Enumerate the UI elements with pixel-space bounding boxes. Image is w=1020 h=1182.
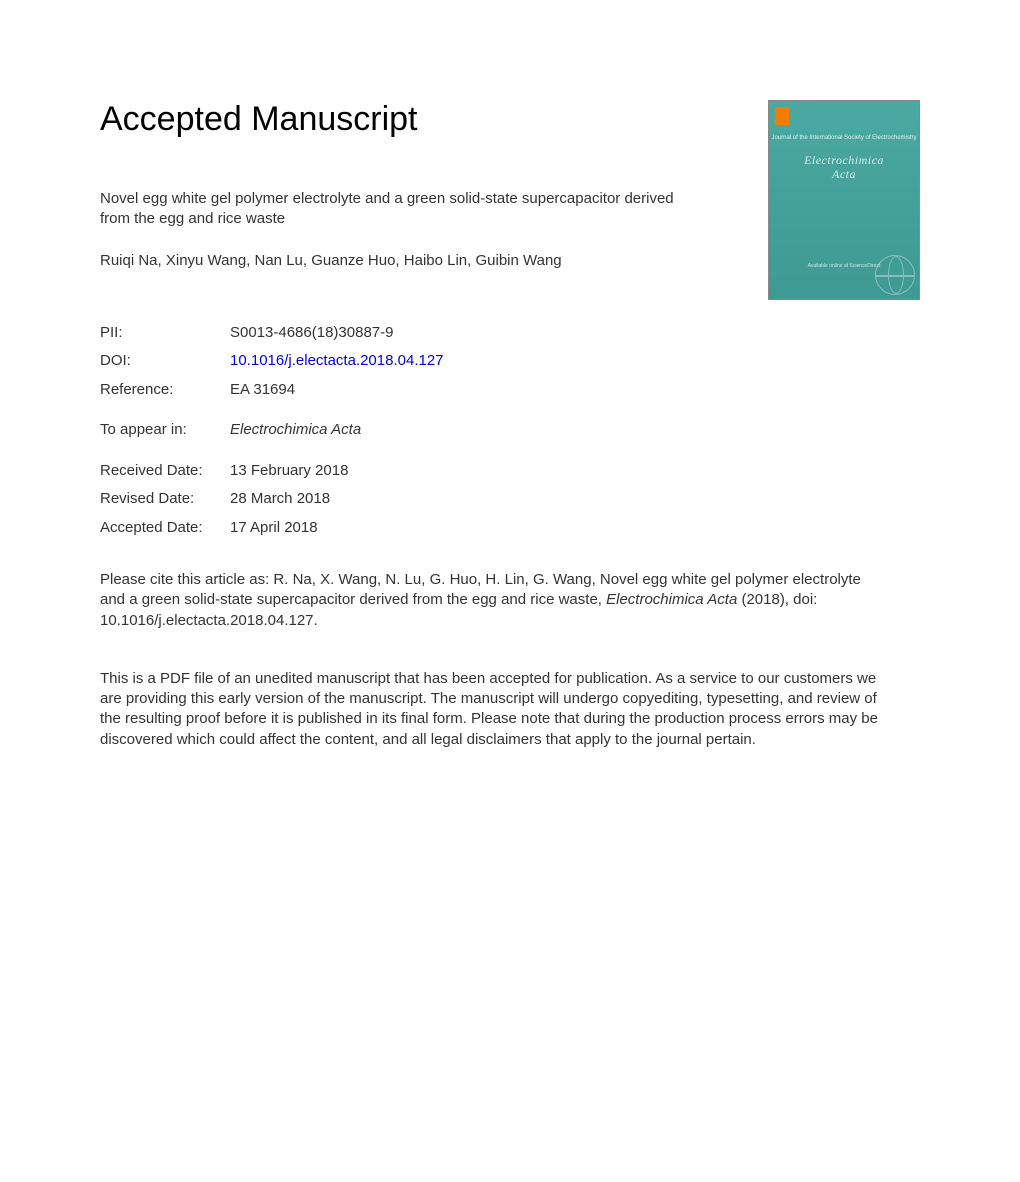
citation-journal: Electrochimica Acta (606, 591, 737, 608)
pii-value: S0013-4686(18)30887-9 (230, 319, 393, 348)
revised-value: 28 March 2018 (230, 485, 330, 514)
metadata-table: PII: S0013-4686(18)30887-9 DOI: 10.1016/… (100, 319, 920, 543)
reference-label: Reference: (100, 376, 230, 405)
reference-value: EA 31694 (230, 376, 295, 405)
doi-link[interactable]: 10.1016/j.electacta.2018.04.127 (230, 352, 444, 369)
meta-row-accepted: Accepted Date: 17 April 2018 (100, 514, 920, 543)
elsevier-logo-icon (775, 107, 789, 125)
manuscript-page: Accepted Manuscript Novel egg white gel … (0, 0, 1020, 750)
meta-row-appear: To appear in: Electrochimica Acta (100, 416, 920, 445)
cover-journal-line2: Acta (832, 167, 856, 181)
accepted-label: Accepted Date: (100, 514, 230, 543)
pii-label: PII: (100, 319, 230, 348)
appear-value: Electrochimica Acta (230, 416, 361, 445)
cover-subtitle: Journal of the International Society of … (769, 135, 919, 141)
journal-cover-thumbnail: Journal of the International Society of … (768, 100, 920, 300)
received-label: Received Date: (100, 457, 230, 486)
doi-label: DOI: (100, 347, 230, 376)
header-row: Accepted Manuscript Novel egg white gel … (100, 100, 920, 309)
appear-label: To appear in: (100, 416, 230, 445)
cover-journal-line1: Electrochimica (804, 153, 884, 167)
disclaimer-text: This is a PDF file of an unedited manusc… (100, 669, 900, 750)
article-title: Novel egg white gel polymer electrolyte … (100, 189, 700, 230)
meta-row-pii: PII: S0013-4686(18)30887-9 (100, 319, 920, 348)
cover-journal-name: Electrochimica Acta (769, 153, 919, 182)
meta-row-revised: Revised Date: 28 March 2018 (100, 485, 920, 514)
author-list: Ruiqi Na, Xinyu Wang, Nan Lu, Guanze Huo… (100, 252, 738, 269)
title-block: Accepted Manuscript Novel egg white gel … (100, 100, 738, 309)
revised-label: Revised Date: (100, 485, 230, 514)
meta-row-received: Received Date: 13 February 2018 (100, 457, 920, 486)
citation-text: Please cite this article as: R. Na, X. W… (100, 570, 890, 631)
doi-value: 10.1016/j.electacta.2018.04.127 (230, 347, 444, 376)
meta-row-reference: Reference: EA 31694 (100, 376, 920, 405)
globe-icon (875, 255, 915, 295)
accepted-value: 17 April 2018 (230, 514, 318, 543)
received-value: 13 February 2018 (230, 457, 348, 486)
page-heading: Accepted Manuscript (100, 100, 738, 139)
meta-row-doi: DOI: 10.1016/j.electacta.2018.04.127 (100, 347, 920, 376)
